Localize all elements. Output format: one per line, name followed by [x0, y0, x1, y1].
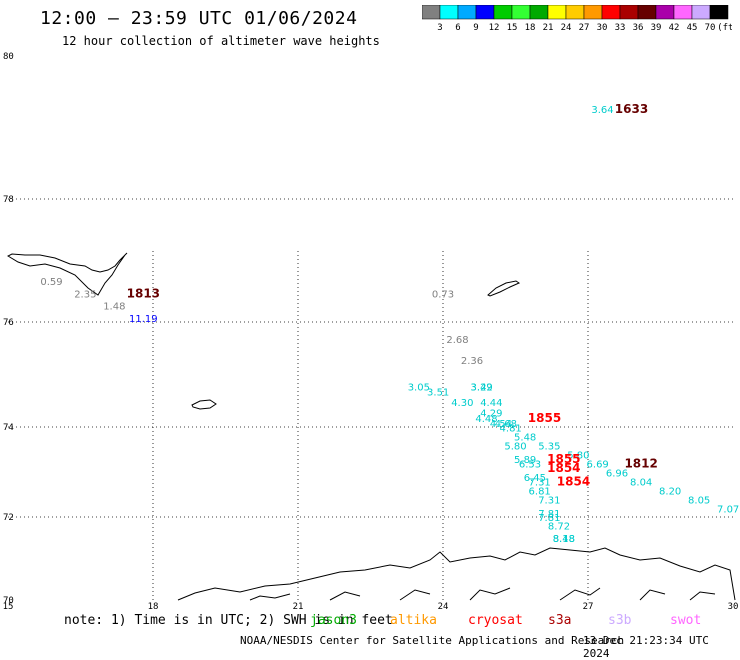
swh-data-label: 5.80	[567, 451, 589, 462]
swh-data-label: 4.48	[475, 414, 497, 425]
chart-subtitle: 12 hour collection of altimeter wave hei…	[62, 34, 380, 48]
satellite-jason3: jason3	[310, 613, 357, 628]
colorbar-label: 12	[489, 23, 500, 33]
footnote-units: note: 1) Time is in UTC; 2) SWH is in fe…	[64, 613, 393, 628]
x-tick-label: 18	[148, 602, 159, 612]
colorbar-label: 21	[543, 23, 554, 33]
swh-data-label: 4.44	[480, 398, 502, 409]
colorbar-label: 9	[473, 23, 478, 33]
colorbar-label: 30	[597, 23, 608, 33]
swh-data-label: 1633	[615, 102, 648, 116]
satellite-swot: swot	[670, 613, 702, 628]
swh-data-label: 7.07	[717, 505, 739, 516]
swh-data-label: 5.48	[514, 433, 536, 444]
swh-data-label: 3.64	[591, 105, 613, 116]
colorbar-label: 70	[705, 23, 716, 33]
y-tick-label: 78	[3, 195, 14, 205]
swh-data-label: 3.29	[471, 382, 493, 393]
swh-data-label: 6.53	[519, 460, 541, 471]
colorbar-label: 3	[437, 23, 442, 33]
swh-data-label: 5.80	[504, 442, 526, 453]
swh-data-label: 1.48	[103, 302, 125, 313]
swh-data-label: 3.42	[471, 382, 493, 393]
swh-data-label: 3.51	[427, 388, 449, 399]
satellite-s3a: s3a	[548, 613, 572, 628]
swh-data-label: 6.45	[524, 473, 546, 484]
colorbar-label: 45	[687, 23, 698, 33]
swh-data-label: 5.89	[514, 455, 536, 466]
colorbar-label: 24	[561, 23, 572, 33]
axis-tick-labels: 15 18 21 24 27 30 70 72 74 76 78 80	[3, 52, 739, 612]
swh-data-label: 3.05	[408, 382, 430, 393]
swh-data-label: 0.59	[40, 277, 62, 288]
colorbar-label: 33	[615, 23, 626, 33]
swh-data-label: 7.81	[538, 509, 560, 520]
swh-data-label: 5.35	[538, 442, 560, 453]
coastline-bear-island	[191, 399, 217, 410]
swh-data-label: 4.68	[495, 419, 517, 430]
swh-data-label: 11.19	[129, 314, 158, 325]
satellite-altika: altika	[390, 613, 437, 628]
colorbar-swatch	[709, 5, 729, 20]
colorbar-label: 27	[579, 23, 590, 33]
y-tick-label: 74	[3, 423, 14, 433]
coastline-svalbard-nordaustlandet	[6, 252, 128, 296]
swh-data-label: 0.73	[432, 289, 454, 300]
coastline-outlines	[6, 252, 736, 601]
chart-title: 12:00 – 23:59 UTC 01/06/2024	[40, 8, 358, 29]
swh-data-label: 8.20	[659, 487, 681, 498]
colorbar-label: 6	[455, 23, 460, 33]
swh-data-label: 1855	[528, 411, 561, 425]
credit-line: NOAA/NESDIS Center for Satellite Applica…	[240, 634, 625, 647]
coastline-kong-karls-land	[487, 280, 521, 297]
swh-data-label: 6.96	[606, 469, 628, 480]
generation-date: 13 Dec 21:23:34 UTC 2024	[583, 634, 709, 660]
chart-gridlines	[8, 198, 733, 600]
swh-data-label: 2.36	[461, 356, 483, 367]
y-tick-label: 80	[3, 52, 14, 62]
swh-data-label: 4.30	[451, 398, 473, 409]
swh-data-label: 7.31	[538, 496, 560, 507]
swh-data-label: 8.04	[630, 478, 652, 489]
swh-data-label: 4.29	[480, 409, 502, 420]
swh-data-label: 8.72	[548, 521, 570, 532]
y-tick-label: 72	[3, 513, 14, 523]
satellite-s3b: s3b	[608, 613, 632, 628]
x-tick-label: 24	[438, 602, 449, 612]
colorbar-label: 42	[669, 23, 680, 33]
x-tick-label: 15	[3, 602, 14, 612]
coastline-norway-north	[177, 547, 736, 601]
swh-data-label: 8.05	[688, 496, 710, 507]
swh-data-label: 2.35	[74, 289, 96, 300]
swh-data-label: 1854	[547, 461, 580, 475]
swh-data-label: 1813	[127, 286, 160, 300]
swh-data-label: 8.48	[553, 534, 575, 545]
colorbar-label: 15	[507, 23, 518, 33]
swh-data-label: 6.69	[587, 460, 609, 471]
swh-data-label: 7.81	[538, 513, 560, 524]
swh-data-label: 1855	[547, 452, 580, 466]
swh-data-label: 4.81	[500, 424, 522, 435]
coastline-fjord-detail	[249, 587, 716, 601]
swh-data-label: 8.18	[553, 534, 575, 545]
satellite-cryosat: cryosat	[468, 613, 523, 628]
y-tick-label: 76	[3, 318, 14, 328]
colorbar-label: 36	[633, 23, 644, 33]
swh-data-label: 1812	[624, 457, 657, 471]
y-tick-label: 70	[3, 596, 14, 606]
swh-data-label: 6.81	[529, 487, 551, 498]
swh-data-label: 2.68	[446, 335, 468, 346]
swh-data-label: 7.31	[529, 478, 551, 489]
x-tick-label: 27	[583, 602, 594, 612]
swh-data-label: 1854	[557, 475, 590, 489]
x-tick-label: 30	[728, 602, 739, 612]
swh-data-label: 4.54	[490, 419, 512, 430]
x-tick-label: 21	[293, 602, 304, 612]
colorbar-label: (ft)	[717, 23, 732, 33]
colorbar-label: 18	[525, 23, 536, 33]
colorbar-label: 39	[651, 23, 662, 33]
